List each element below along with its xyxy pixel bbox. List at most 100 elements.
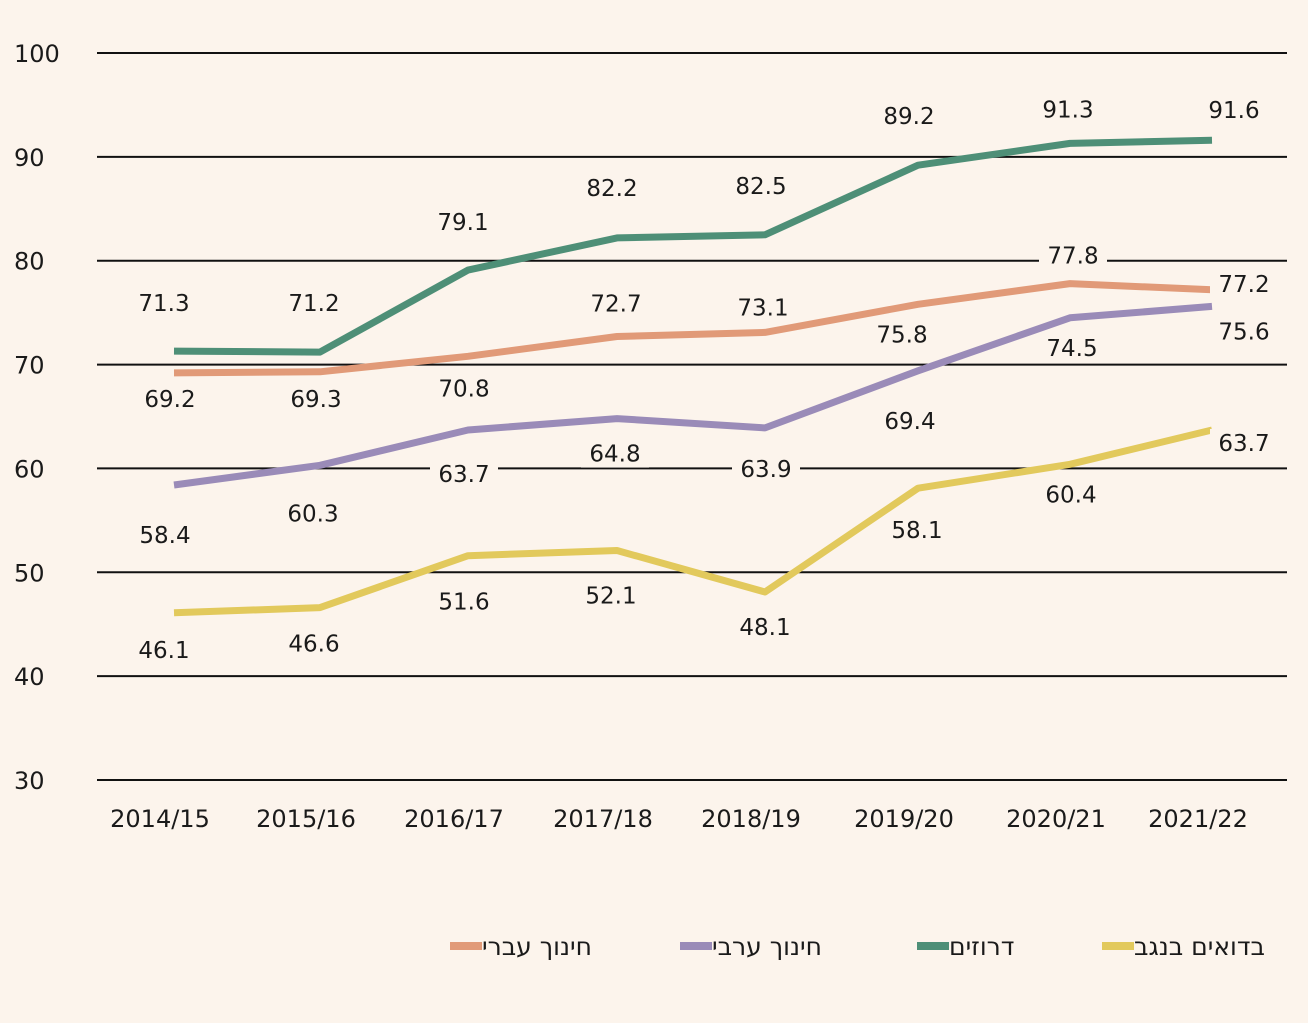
y-tick-label: 40 [14, 663, 45, 691]
data-label: 74.5 [1046, 336, 1097, 362]
y-tick-label: 50 [14, 559, 45, 587]
data-label-bg [1039, 241, 1107, 270]
data-label-bg [130, 635, 198, 664]
legend-label: חינוך ערבי [712, 931, 822, 961]
gridlines [97, 52, 1287, 781]
data-label-bg [429, 208, 497, 237]
legend-item: בדואים בנגב [1090, 928, 1265, 964]
x-tick-label: 2018/19 [701, 805, 801, 833]
y-tick-label: 90 [14, 144, 45, 172]
data-label-bg [279, 499, 347, 528]
data-label: 91.3 [1042, 97, 1093, 123]
data-label: 48.1 [739, 615, 790, 641]
series-line [173, 426, 1213, 617]
data-label: 64.8 [589, 442, 640, 468]
data-label: 51.6 [438, 590, 489, 616]
data-label: 63.9 [740, 457, 791, 483]
series-lines [173, 136, 1213, 617]
legend-label: חינוך עברי [482, 931, 592, 961]
y-tick-label: 80 [14, 248, 45, 276]
data-label: 52.1 [585, 583, 636, 609]
y-tick-label: 30 [14, 767, 45, 795]
x-tick-label: 2019/20 [854, 805, 954, 833]
data-label-bg [875, 102, 943, 131]
data-label: 75.8 [876, 322, 927, 348]
data-label: 72.7 [590, 292, 641, 318]
data-label: 46.6 [288, 632, 339, 658]
x-tick-label: 2015/16 [256, 805, 356, 833]
data-label-bg [731, 613, 799, 642]
data-label: 69.4 [884, 409, 935, 435]
data-label-bg [1210, 269, 1278, 298]
data-label: 46.1 [138, 638, 189, 664]
y-axis-tick-labels: 100 90 80 70 60 50 40 30 [14, 40, 60, 795]
x-tick-label: 2014/15 [110, 805, 210, 833]
data-label-bg [1037, 480, 1105, 509]
data-label: 71.2 [288, 291, 339, 317]
data-label-bg [581, 439, 649, 468]
data-label: 69.3 [290, 387, 341, 413]
y-tick-label: 100 [14, 40, 60, 68]
data-label-bg [280, 629, 348, 658]
legend-item: דרוזים [905, 928, 1014, 964]
data-label: 91.6 [1208, 98, 1259, 124]
x-tick-label: 2021/22 [1148, 805, 1248, 833]
data-label: 82.2 [586, 176, 637, 202]
x-tick-label: 2017/18 [553, 805, 653, 833]
y-tick-label: 70 [14, 352, 45, 380]
data-label: 79.1 [437, 210, 488, 236]
legend: חינוך עברי חינוך ערבי דרוזים בדואים בנגב [0, 918, 1308, 974]
data-label-bg [282, 384, 350, 413]
series-line [173, 302, 1213, 489]
data-label-bg [883, 516, 951, 545]
data-label: 77.2 [1218, 272, 1269, 298]
data-label: 60.4 [1045, 482, 1096, 508]
data-label-bg [727, 171, 795, 200]
legend-swatch [1102, 942, 1134, 950]
legend-item: חינוך עברי [438, 928, 592, 964]
data-label: 77.8 [1047, 244, 1098, 270]
legend-swatch [680, 942, 712, 950]
data-labels: 69.2 69.3 70.8 72.7 73.1 75.8 77.8 77.2 58.4 60.3… [130, 95, 1278, 664]
data-label-bg [1200, 96, 1268, 125]
data-label: 58.4 [139, 523, 190, 549]
data-label: 60.3 [287, 501, 338, 527]
data-label-bg [582, 289, 650, 318]
data-label-bg [868, 320, 936, 349]
data-label-bg [729, 293, 797, 322]
data-label-bg [577, 581, 645, 610]
data-label-bg [280, 289, 348, 318]
data-label-bg [1034, 95, 1102, 124]
data-label: 70.8 [438, 376, 489, 402]
legend-swatch [917, 942, 949, 950]
data-label-bg [1210, 317, 1278, 346]
data-label: 63.7 [438, 462, 489, 488]
data-label-bg [430, 587, 498, 616]
data-label-bg [131, 521, 199, 550]
data-label: 71.3 [138, 291, 189, 317]
data-label: 82.5 [735, 174, 786, 200]
x-axis-tick-labels: 2014/15 2015/16 2016/17 2017/18 2018/19 2019/… [110, 805, 1248, 833]
legend-item: חינוך ערבי [668, 928, 822, 964]
data-label-bg [732, 454, 800, 483]
x-tick-label: 2016/17 [404, 805, 504, 833]
data-label-bg [1038, 333, 1106, 362]
legend-label: דרוזים [949, 931, 1015, 961]
data-label-bg [876, 406, 944, 435]
data-label-bg [578, 173, 646, 202]
legend-label: בדואים בנגב [1134, 931, 1265, 961]
data-label: 63.7 [1218, 431, 1269, 457]
data-label: 69.2 [144, 387, 195, 413]
data-label: 58.1 [891, 518, 942, 544]
data-label-bg [430, 374, 498, 403]
data-label-bg [130, 289, 198, 318]
y-tick-label: 60 [14, 455, 45, 483]
series-line [173, 136, 1213, 356]
legend-swatch [450, 942, 482, 950]
data-label-bg [136, 384, 204, 413]
data-label: 89.2 [883, 104, 934, 130]
data-label-bg [430, 460, 498, 489]
series-line [173, 280, 1213, 377]
data-label: 73.1 [737, 295, 788, 321]
